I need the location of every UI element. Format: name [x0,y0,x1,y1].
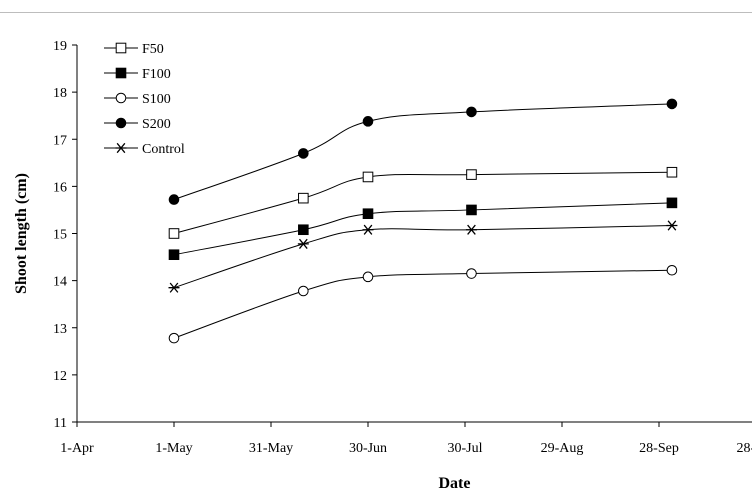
series-line-s100 [173,269,672,339]
series-layer [168,98,678,344]
x-tick-label: 28-Oct [737,441,752,456]
legend-item-s200: S200 [104,117,171,132]
data-point-f50 [466,169,477,180]
series-line-f50 [173,171,672,234]
series-line-control [173,224,672,289]
x-tick-label: 1-May [155,441,192,456]
legend-item-s100: S100 [104,92,171,107]
series-line-s200 [173,103,672,201]
y-tick-label: 11 [54,416,67,431]
top-divider [0,12,752,13]
y-tick-label: 18 [53,86,67,101]
series-f50 [168,166,678,239]
data-point-control [666,220,678,231]
data-point-f50 [666,166,678,178]
legend-label: S100 [142,92,171,107]
y-tick-label: 19 [53,39,67,54]
y-tick-label: 14 [53,275,67,290]
x-tick-label: 31-May [249,441,293,456]
legend-item-control: Control [104,142,185,157]
legend-label: F100 [142,67,171,82]
y-tick-label: 16 [53,180,67,195]
x-tick-label: 30-Jul [448,441,483,456]
x-tick-label: 30-Jun [349,441,387,456]
y-axis-title: Shoot length (cm) [13,173,30,294]
series-control [168,220,678,293]
x-tick-label: 29-Aug [541,441,584,456]
data-point-control [465,224,477,235]
data-point-s200 [466,106,477,118]
series-s100 [168,264,678,344]
data-point-control [362,224,374,235]
series-line-f100 [173,202,672,256]
series-s200 [168,98,678,205]
data-point-f50 [298,192,309,204]
legend-label: S200 [142,117,171,132]
x-tick-label: 28-Sep [639,441,679,456]
data-point-s100 [298,285,309,297]
data-point-control [168,282,180,293]
legend-marker-s100 [115,92,127,104]
data-point-s100 [666,264,678,276]
data-point-f50 [362,171,374,183]
y-tick-label: 13 [53,322,67,337]
x-tick-label: 1-Apr [60,441,94,456]
legend-label: F50 [142,42,164,57]
legend-marker-f100 [115,67,127,79]
axes: 11 12 13 14 15 16 17 18 19 1-Apr 1-May 31-May 30-Jun… [53,39,752,456]
y-tick-label: 17 [53,133,67,148]
data-point-s100 [362,271,374,283]
data-point-f100 [298,224,309,236]
data-point-f100 [168,249,180,261]
data-point-s100 [466,268,477,279]
legend-item-f100: F100 [104,67,171,82]
data-point-s100 [168,332,180,344]
data-point-f100 [466,204,477,216]
y-tick-label: 12 [53,369,67,384]
legend-label: Control [142,142,185,157]
series-f100 [168,197,678,261]
legend-marker-control [115,142,127,154]
data-point-s200 [666,98,678,110]
data-point-s200 [362,116,374,127]
legend: F50 F100 S100 S200 Control [104,42,185,157]
legend-item-f50: F50 [104,42,164,57]
data-point-f100 [362,208,374,220]
x-axis-title: Date [439,475,471,492]
data-point-f50 [168,228,180,239]
data-point-control [297,238,309,249]
legend-marker-f50 [115,42,127,54]
data-point-s200 [168,194,180,205]
data-point-s200 [298,148,309,159]
y-tick-label: 15 [53,228,67,243]
legend-marker-s200 [115,117,127,129]
data-point-f100 [666,197,678,209]
